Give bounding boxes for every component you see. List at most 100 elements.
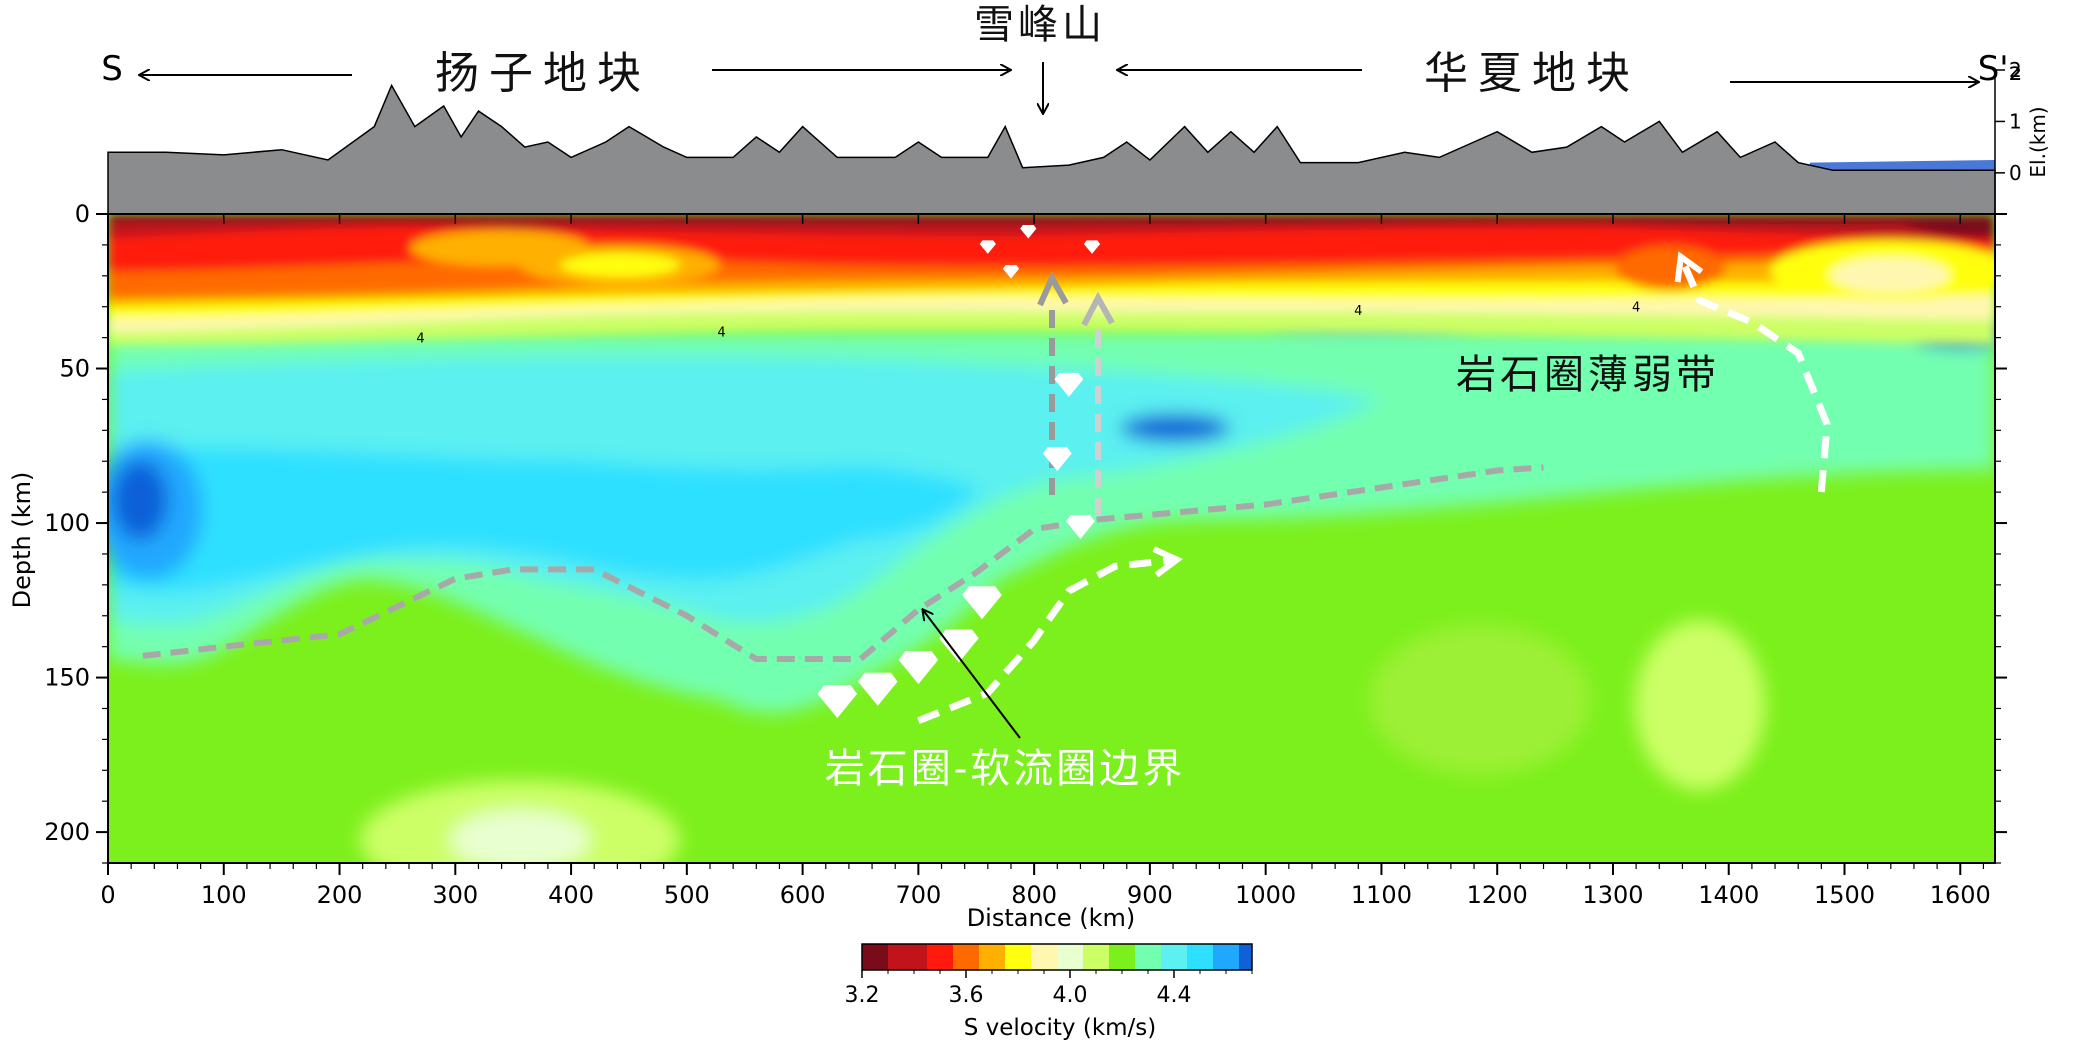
colorbar-swatch [1005,944,1032,970]
x-tick-label: 900 [1127,881,1173,909]
colorbar-frame [861,943,1253,971]
xenolith-marker [817,685,858,719]
sea-level-fill [1809,160,1995,171]
cathaysia-block-label: 华夏地块 [1424,48,1640,99]
profile-header: S S'₂ 雪峰山 扬子地块 华夏地块 [101,2,2022,113]
colorbar-swatch [953,944,980,970]
xenolith-markers [817,225,1101,719]
lithosphere-root-left-core [112,460,168,540]
xenolith-marker [1083,240,1101,254]
contour-label: 4 [416,332,424,347]
colorbar-swatch [1057,944,1084,970]
y-tick-label: 50 [59,355,90,383]
crust-pocket-1-core [560,253,680,277]
elevation-axis-label: El.(km) [2026,106,2050,177]
x-tick-label: 400 [548,881,594,909]
colorbar-swatch [888,944,928,970]
colorbar-ticks: 3.2 3.6 4.0 4.4 [845,970,1253,1008]
y-tick-label: 0 [75,200,90,228]
xenolith-marker [1066,515,1095,539]
colorbar-tick-label: 3.6 [949,983,984,1008]
colorbar-swatch [1031,944,1058,970]
x-tick-label: 1300 [1582,881,1643,909]
yangtze-block-label: 扬子地块 [435,48,651,99]
deep-low-velocity-1-core [450,810,590,863]
xuefeng-label: 雪峰山 [974,2,1106,48]
elevation-panel [107,83,1996,215]
mantle-anomaly-center [1120,414,1230,442]
colorbar-swatch [1109,944,1136,970]
colorbar-swatch [1135,944,1162,970]
x-tick-label: 300 [432,881,478,909]
colorbar-swatch [1239,944,1253,970]
xenolith-marker [1054,372,1084,397]
colorbar-label: S velocity (km/s) [964,1015,1157,1041]
elevation-tick-label: 0 [2009,161,2022,185]
colorbar-swatch [862,944,889,970]
colorbar-swatch [927,944,954,970]
deep-anomaly-right-2 [1370,625,1590,775]
elevation-tick-label: 1 [2009,109,2022,133]
y-tick-label: 200 [44,818,90,846]
y-tick-label: 150 [44,664,90,692]
x-tick-label: 200 [317,881,363,909]
high-velocity-lid-core [108,447,980,593]
upwelling-arrow [1674,251,1831,493]
x-tick-label: 700 [895,881,941,909]
deep-anomaly-right [1635,620,1765,790]
x-axis-label: Distance (km) [967,904,1136,932]
profile-left-end: S [101,49,123,89]
elevation-axis: 2 1 0 El.(km) [1994,58,2050,214]
upwelling-arrows [917,251,1831,725]
crust-pocket-3-core [1830,257,1950,293]
xenolith-marker [962,586,1002,620]
colorbar-swatch [1161,944,1188,970]
colorbar-tick-label: 4.4 [1157,983,1192,1008]
elevation-profile [107,83,1996,215]
colorbar-swatch [1187,944,1214,970]
colorbar: 3.2 3.6 4.0 4.4 S velocity (km/s) [845,943,1253,1041]
lab-boundary-line [142,464,1544,662]
upwelling-arrow [917,546,1183,725]
x-tick-label: 1500 [1814,881,1875,909]
crust-pocket-4 [1615,246,1725,290]
colorbar-swatches [862,944,1253,970]
plot-frame [107,213,1996,864]
colorbar-swatch [1083,944,1110,970]
crust-pocket-2 [410,230,590,266]
x-tick-label: 1200 [1467,881,1528,909]
contour-label: 4 [1632,301,1640,316]
contour-label: 4 [1354,304,1362,319]
colorbar-tick-label: 3.2 [845,983,880,1008]
crust-layer-3.1 [108,214,1995,239]
contour-labels: 4 4 4 4 [416,301,1640,347]
x-axis: 0 100 200 300 400 500 600 700 800 900 1000 1100 1200… [100,214,1991,909]
colorbar-swatch [979,944,1006,970]
xenolith-marker [1002,265,1020,279]
profile-right-end: S'₂ [1978,49,2023,89]
x-tick-label: 1600 [1930,881,1991,909]
x-tick-label: 1400 [1698,881,1759,909]
x-tick-label: 1100 [1351,881,1412,909]
x-tick-label: 500 [664,881,710,909]
annotation-overlays: 4 4 4 4 岩石圈-软流圈边界 岩石圈薄弱带 [142,225,1831,792]
xenolith-marker [898,651,939,685]
lab-pointer-arrow [923,610,1021,739]
elevation-tick-label: 2 [2009,58,2022,82]
magma-channel-2-arrowhead [1081,291,1115,327]
y-tick-label: 100 [44,509,90,537]
x-tick-label: 0 [100,881,115,909]
lab-label: 岩石圈-软流圈边界 [825,746,1186,792]
weak-zone-label: 岩石圈薄弱带 [1456,352,1720,398]
magma-channel-1-arrowhead [1037,271,1069,307]
xenolith-marker [939,629,979,663]
y-axis-label: Depth (km) [8,472,36,609]
colorbar-swatch [1213,944,1240,970]
contour-label: 4 [717,325,725,340]
x-tick-label: 100 [201,881,247,909]
xenolith-marker [979,240,996,254]
xenolith-marker [1020,225,1037,239]
xenolith-marker [858,672,898,706]
xenolith-marker [1042,447,1072,472]
